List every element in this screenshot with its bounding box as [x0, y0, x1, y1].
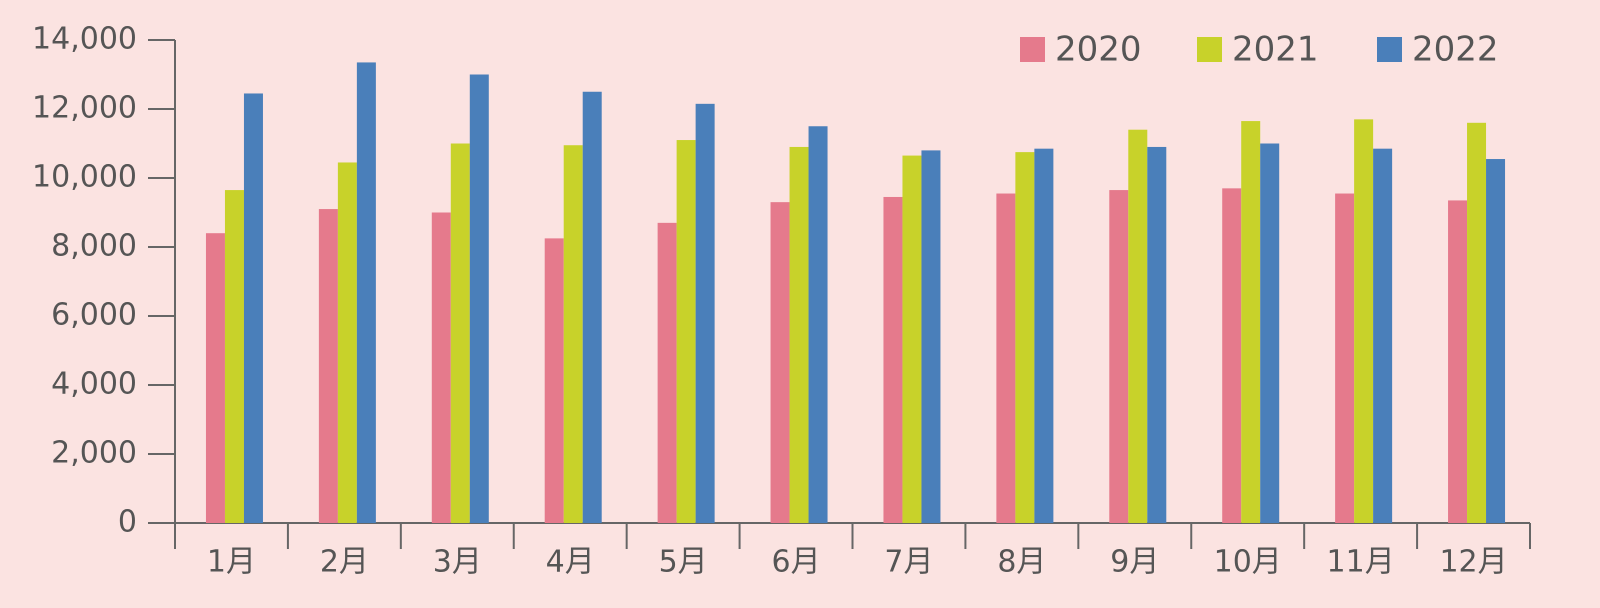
- bar: [469, 74, 489, 523]
- legend-swatch: [1020, 37, 1045, 62]
- bar: [205, 233, 225, 523]
- bar: [544, 238, 564, 523]
- y-tick-label: 8,000: [51, 229, 137, 264]
- bar: [1486, 159, 1506, 523]
- x-tick-label: 2月: [320, 545, 369, 580]
- bar: [1448, 200, 1468, 524]
- y-tick-label: 10,000: [32, 160, 137, 195]
- bar: [921, 150, 941, 523]
- bar: [676, 140, 696, 524]
- bar: [1109, 190, 1129, 523]
- legend-swatch: [1197, 37, 1222, 62]
- bar: [582, 91, 602, 523]
- bar: [563, 145, 583, 523]
- y-tick-label: 6,000: [51, 298, 137, 333]
- x-tick-label: 3月: [433, 545, 482, 580]
- bar: [224, 190, 244, 523]
- y-tick-label: 2,000: [51, 436, 137, 471]
- bar: [695, 103, 715, 523]
- x-tick-label: 12月: [1439, 545, 1507, 580]
- bar: [431, 212, 451, 523]
- x-tick-label: 9月: [1110, 545, 1159, 580]
- y-tick-label: 12,000: [32, 91, 137, 126]
- bar: [1373, 148, 1393, 524]
- bar: [1354, 119, 1374, 523]
- y-tick-label: 14,000: [32, 22, 137, 57]
- bar: [337, 162, 357, 523]
- bar: [1147, 146, 1167, 523]
- x-tick-label: 7月: [884, 545, 933, 580]
- legend-label: 2022: [1412, 30, 1499, 70]
- x-tick-label: 5月: [659, 545, 708, 580]
- y-tick-label: 0: [118, 505, 137, 540]
- bar: [1222, 188, 1242, 523]
- bar: [770, 202, 790, 523]
- legend-label: 2020: [1055, 30, 1142, 70]
- bar: [1034, 148, 1054, 524]
- x-tick-label: 8月: [997, 545, 1046, 580]
- bar: [450, 143, 470, 523]
- bar: [1260, 143, 1280, 523]
- legend-swatch: [1377, 37, 1402, 62]
- bar: [1128, 129, 1148, 523]
- bar: [356, 62, 376, 524]
- x-tick-label: 6月: [771, 545, 820, 580]
- bar: [808, 126, 828, 523]
- x-tick-label: 1月: [207, 545, 256, 580]
- y-tick-label: 4,000: [51, 367, 137, 402]
- bar: [657, 222, 677, 523]
- bar: [789, 146, 809, 523]
- bar: [996, 193, 1016, 523]
- x-tick-label: 10月: [1214, 545, 1282, 580]
- bar: [1335, 193, 1355, 523]
- bar: [1241, 121, 1261, 523]
- bar: [902, 155, 922, 523]
- bar: [243, 93, 263, 523]
- bar: [1015, 152, 1035, 523]
- x-tick-label: 11月: [1327, 545, 1395, 580]
- legend-label: 2021: [1232, 30, 1319, 70]
- bar: [883, 196, 903, 523]
- bar: [1467, 122, 1487, 524]
- bar: [318, 209, 338, 524]
- x-tick-label: 4月: [546, 545, 595, 580]
